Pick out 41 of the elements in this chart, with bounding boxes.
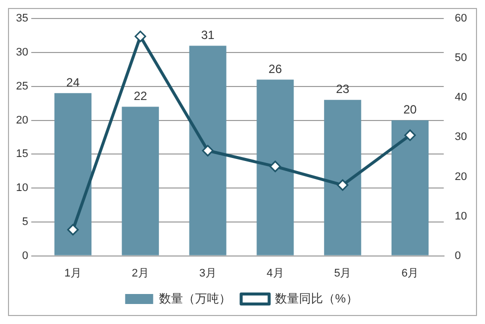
y-tick-label: 30 bbox=[16, 46, 28, 59]
bar bbox=[256, 80, 294, 256]
x-tick-label: 4月 bbox=[266, 267, 284, 280]
y2-tick-label: 0 bbox=[454, 250, 461, 262]
data-label: 31 bbox=[201, 28, 215, 42]
y2-tick-label: 60 bbox=[454, 12, 468, 25]
x-tick-label: 6月 bbox=[401, 267, 419, 280]
x-tick-label: 3月 bbox=[199, 267, 216, 280]
data-label: 26 bbox=[268, 62, 282, 76]
x-tick-label: 2月 bbox=[132, 267, 149, 280]
data-label: 22 bbox=[134, 89, 148, 104]
y2-tick-label: 50 bbox=[454, 52, 468, 64]
bar bbox=[324, 100, 362, 256]
y-tick-label: 35 bbox=[16, 12, 28, 25]
bar bbox=[122, 106, 159, 256]
x-tick-label: 1月 bbox=[64, 267, 82, 280]
y-tick-label: 5 bbox=[22, 216, 28, 228]
y2-tick-label: 30 bbox=[454, 131, 468, 144]
x-tick-label: 5月 bbox=[334, 267, 352, 280]
legend-label: 数量（万吨） bbox=[159, 291, 232, 306]
point bbox=[336, 179, 348, 191]
y-tick-label: 0 bbox=[22, 250, 28, 262]
point bbox=[67, 224, 79, 236]
bar bbox=[54, 93, 92, 256]
point bbox=[202, 144, 214, 156]
bar bbox=[189, 46, 226, 256]
bar bbox=[392, 120, 429, 256]
point bbox=[269, 160, 281, 172]
y-tick-label: 25 bbox=[16, 80, 28, 92]
y2-tick-label: 20 bbox=[454, 170, 468, 183]
point bbox=[134, 30, 146, 42]
y-tick-label: 15 bbox=[16, 148, 28, 160]
data-label: 20 bbox=[403, 102, 418, 117]
y2-tick-label: 40 bbox=[454, 92, 468, 104]
data-label: 23 bbox=[336, 82, 350, 96]
y2-tick-label: 10 bbox=[454, 210, 468, 222]
point bbox=[404, 129, 416, 141]
y-tick-label: 20 bbox=[16, 114, 28, 126]
legend-label: 数量同比（%） bbox=[275, 291, 358, 306]
y-tick-label: 10 bbox=[16, 182, 28, 194]
data-label: 24 bbox=[66, 75, 80, 90]
